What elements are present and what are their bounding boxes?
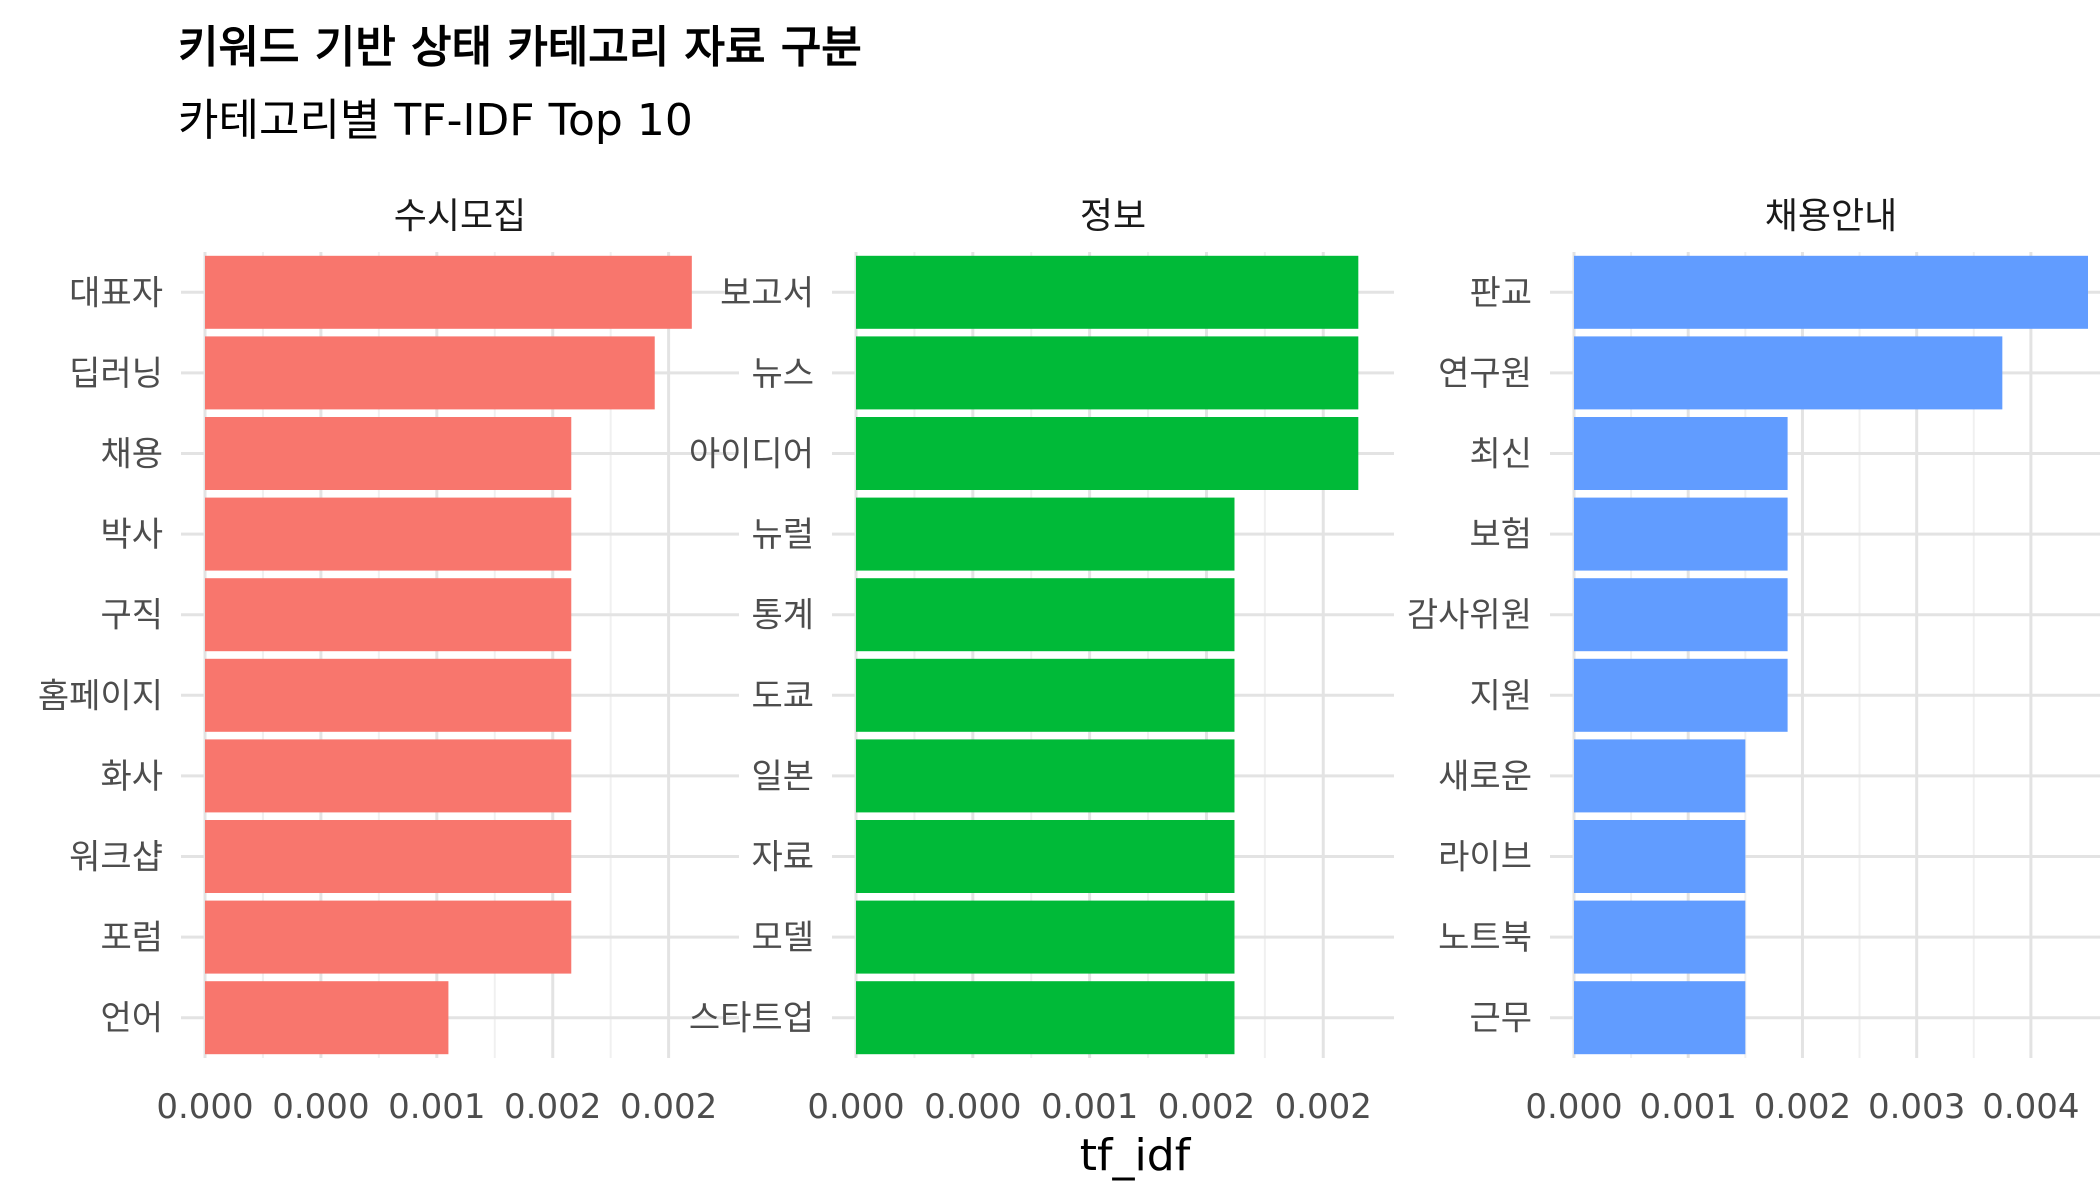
bar [856,900,1235,974]
chart-subtitle: 카테고리별 TF-IDF Top 10 [178,95,693,146]
bar [1574,578,1788,652]
category-label: 노트북 [1438,918,1532,958]
chart-title: 키워드 기반 상태 카테고리 자료 구분 [178,22,862,73]
category-label: 워크샵 [69,838,163,878]
category-label: 뉴럴 [751,515,814,555]
bar [856,820,1235,893]
category-label: 구직 [100,596,163,636]
bar [205,417,572,490]
category-label: 보험 [1469,515,1532,555]
bar [1574,739,1746,813]
category-label: 통계 [751,596,814,636]
category-label: 새로운 [1438,757,1532,797]
x-tick-label: 0.000 [924,1087,1021,1127]
bar [205,820,572,893]
x-tick-label: 0.001 [388,1087,485,1127]
bar [856,658,1235,732]
category-label: 감사위원 [1407,596,1532,636]
bar [205,658,572,732]
category-label: 일본 [751,757,814,797]
category-label: 모델 [751,918,814,958]
x-tick-label: 0.000 [272,1087,369,1127]
bar [856,336,1359,410]
bar [205,900,572,974]
category-label: 언어 [100,999,163,1039]
bar [1574,900,1746,974]
bar [205,739,572,813]
bar [1574,336,2003,410]
category-label: 화사 [100,757,163,797]
bar [856,981,1235,1055]
bar [1574,255,2088,329]
bar [1574,981,1746,1055]
category-label: 포럼 [100,918,163,958]
x-tick-label: 0.000 [156,1087,253,1127]
category-label: 딥러닝 [69,354,163,394]
bar [205,336,655,410]
x-tick-label: 0.004 [1982,1087,2079,1127]
bar [1574,820,1746,893]
category-label: 도쿄 [751,676,814,716]
x-axis-label: tf_idf [1080,1130,1192,1181]
x-tick-label: 0.002 [1158,1087,1255,1127]
category-label: 뉴스 [751,354,814,394]
category-label: 라이브 [1438,838,1532,878]
bar [205,578,572,652]
bar [1574,417,1788,490]
bar [856,578,1235,652]
category-label: 스타트업 [689,999,814,1039]
x-tick-label: 0.001 [1640,1087,1737,1127]
bar [205,497,572,571]
x-tick-label: 0.003 [1868,1087,1965,1127]
category-label: 판교 [1469,273,1532,313]
category-label: 보고서 [720,273,814,313]
category-label: 대표자 [69,273,163,313]
bar [205,981,449,1055]
bar [856,739,1235,813]
x-tick-label: 0.002 [504,1087,601,1127]
bar [1574,658,1788,732]
facet-label: 정보 [1080,196,1146,237]
category-label: 연구원 [1438,354,1532,394]
category-label: 자료 [751,838,814,878]
x-tick-label: 0.002 [620,1087,717,1127]
facet-label: 채용안내 [1765,196,1897,237]
category-label: 박사 [100,515,163,555]
bar [856,497,1235,571]
bar [1574,497,1788,571]
category-label: 아이디어 [689,435,814,475]
category-label: 지원 [1469,676,1532,716]
bar [856,255,1359,329]
bar [205,255,692,329]
facet-label: 수시모집 [394,196,526,237]
x-tick-label: 0.000 [1525,1087,1622,1127]
category-label: 홈페이지 [38,676,163,716]
x-tick-label: 0.000 [807,1087,904,1127]
x-tick-label: 0.001 [1041,1087,1138,1127]
bar [856,417,1359,490]
category-label: 최신 [1469,435,1532,475]
x-tick-label: 0.002 [1754,1087,1851,1127]
category-label: 채용 [100,435,163,475]
category-label: 근무 [1469,999,1532,1039]
x-tick-label: 0.002 [1275,1087,1372,1127]
